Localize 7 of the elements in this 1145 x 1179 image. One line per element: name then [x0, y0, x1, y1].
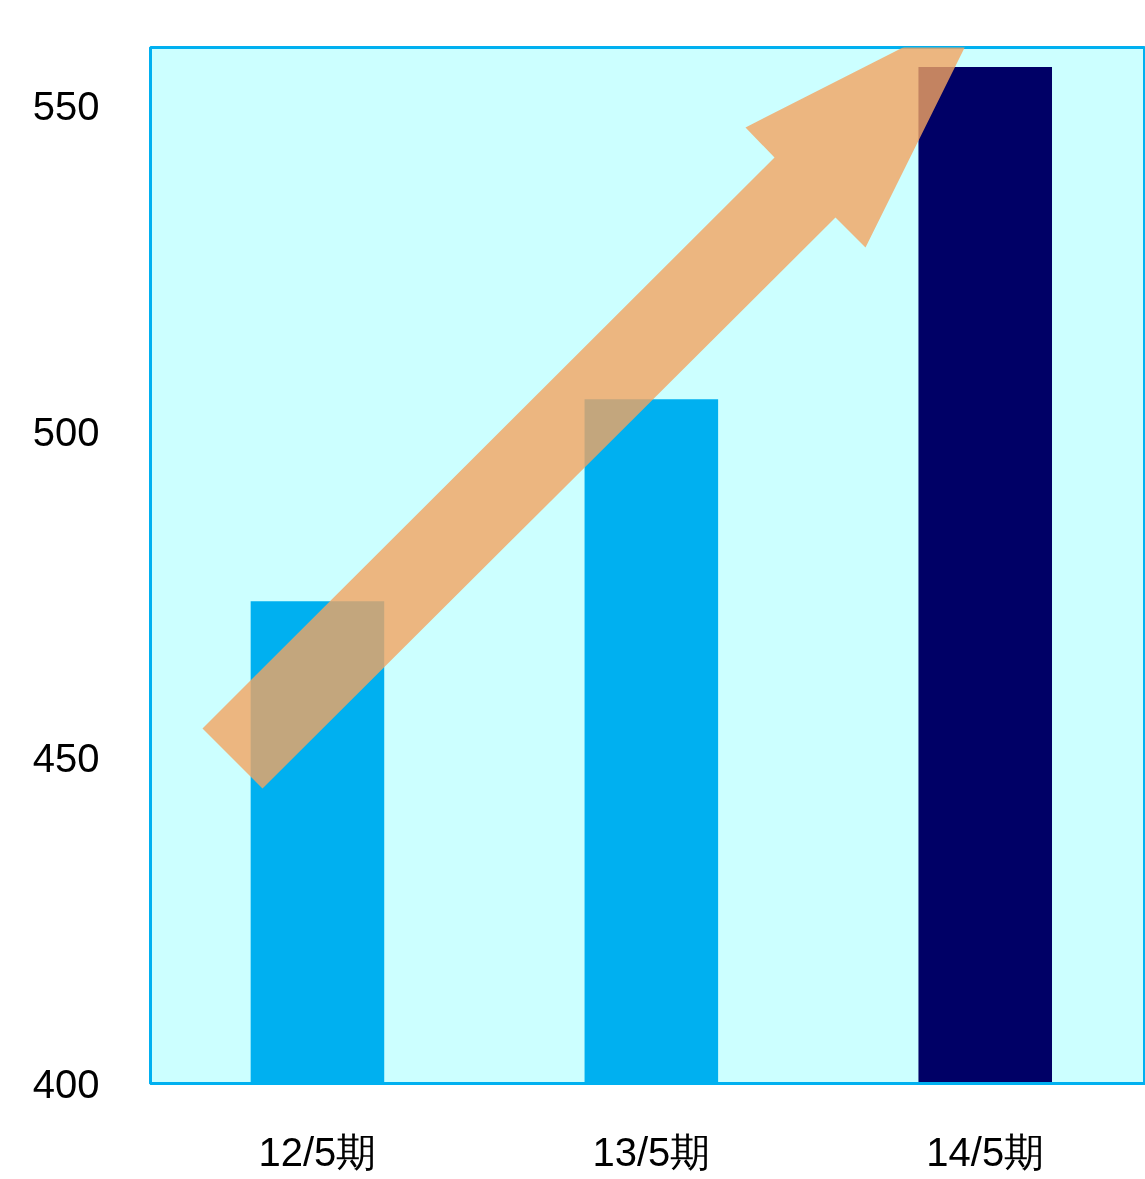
y-tick-label: 550 — [32, 84, 100, 129]
y-tick-label: 400 — [32, 1061, 100, 1106]
x-tick-label: 13/5期 — [592, 1129, 711, 1174]
x-tick-label: 14/5期 — [926, 1129, 1045, 1174]
y-tick-label: 450 — [32, 735, 100, 780]
y-tick-label: 500 — [32, 409, 100, 454]
x-tick-label: 12/5期 — [258, 1129, 377, 1174]
